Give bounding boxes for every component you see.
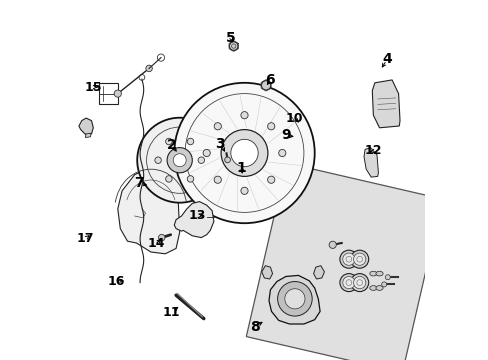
Circle shape (353, 276, 365, 289)
Ellipse shape (375, 271, 382, 276)
Text: 9: 9 (281, 128, 290, 142)
Circle shape (214, 123, 221, 130)
Circle shape (229, 42, 238, 50)
Polygon shape (118, 167, 179, 254)
Circle shape (278, 149, 285, 157)
Circle shape (339, 250, 357, 268)
Circle shape (339, 274, 357, 292)
Circle shape (284, 289, 305, 309)
Circle shape (261, 81, 270, 90)
Circle shape (277, 282, 311, 316)
Circle shape (198, 157, 204, 163)
Circle shape (381, 282, 386, 287)
Circle shape (167, 148, 192, 173)
Circle shape (214, 176, 221, 183)
Text: 5: 5 (225, 31, 235, 45)
Text: 15: 15 (84, 81, 102, 94)
Polygon shape (363, 148, 378, 177)
Circle shape (342, 276, 354, 289)
Text: 16: 16 (108, 275, 125, 288)
Polygon shape (246, 163, 442, 360)
Ellipse shape (369, 286, 376, 290)
Ellipse shape (375, 286, 382, 290)
Circle shape (174, 83, 314, 223)
Polygon shape (268, 275, 320, 324)
Polygon shape (313, 266, 324, 279)
Circle shape (158, 234, 164, 241)
Circle shape (155, 157, 161, 163)
Text: 2: 2 (166, 138, 176, 152)
Polygon shape (174, 202, 213, 238)
Circle shape (165, 138, 172, 145)
Text: 4: 4 (382, 53, 391, 66)
Circle shape (187, 176, 193, 182)
Polygon shape (79, 118, 93, 135)
Circle shape (203, 149, 210, 157)
Circle shape (114, 90, 121, 97)
Circle shape (241, 112, 247, 119)
Ellipse shape (369, 271, 376, 276)
Text: 11: 11 (163, 306, 180, 319)
Circle shape (165, 176, 172, 182)
Circle shape (350, 274, 368, 292)
Circle shape (267, 176, 274, 183)
Text: 3: 3 (215, 137, 224, 150)
Circle shape (350, 250, 368, 268)
Text: 14: 14 (147, 237, 165, 250)
Circle shape (137, 118, 222, 203)
Text: 12: 12 (364, 144, 381, 157)
Circle shape (173, 154, 186, 167)
Circle shape (187, 138, 193, 145)
Text: 10: 10 (285, 112, 302, 125)
Circle shape (328, 241, 336, 248)
Text: 17: 17 (77, 232, 94, 245)
Circle shape (342, 253, 354, 265)
Circle shape (224, 157, 230, 163)
Circle shape (267, 123, 274, 130)
Text: 6: 6 (265, 73, 275, 87)
Text: 13: 13 (188, 209, 205, 222)
Text: 8: 8 (249, 320, 259, 334)
Circle shape (241, 187, 247, 194)
Polygon shape (85, 133, 91, 138)
Text: 7: 7 (134, 176, 144, 189)
Polygon shape (371, 80, 399, 128)
Circle shape (353, 253, 365, 265)
Circle shape (145, 65, 152, 72)
Circle shape (230, 139, 258, 167)
Circle shape (221, 130, 267, 176)
Polygon shape (261, 266, 272, 279)
Circle shape (385, 275, 389, 280)
Text: 1: 1 (236, 161, 245, 175)
